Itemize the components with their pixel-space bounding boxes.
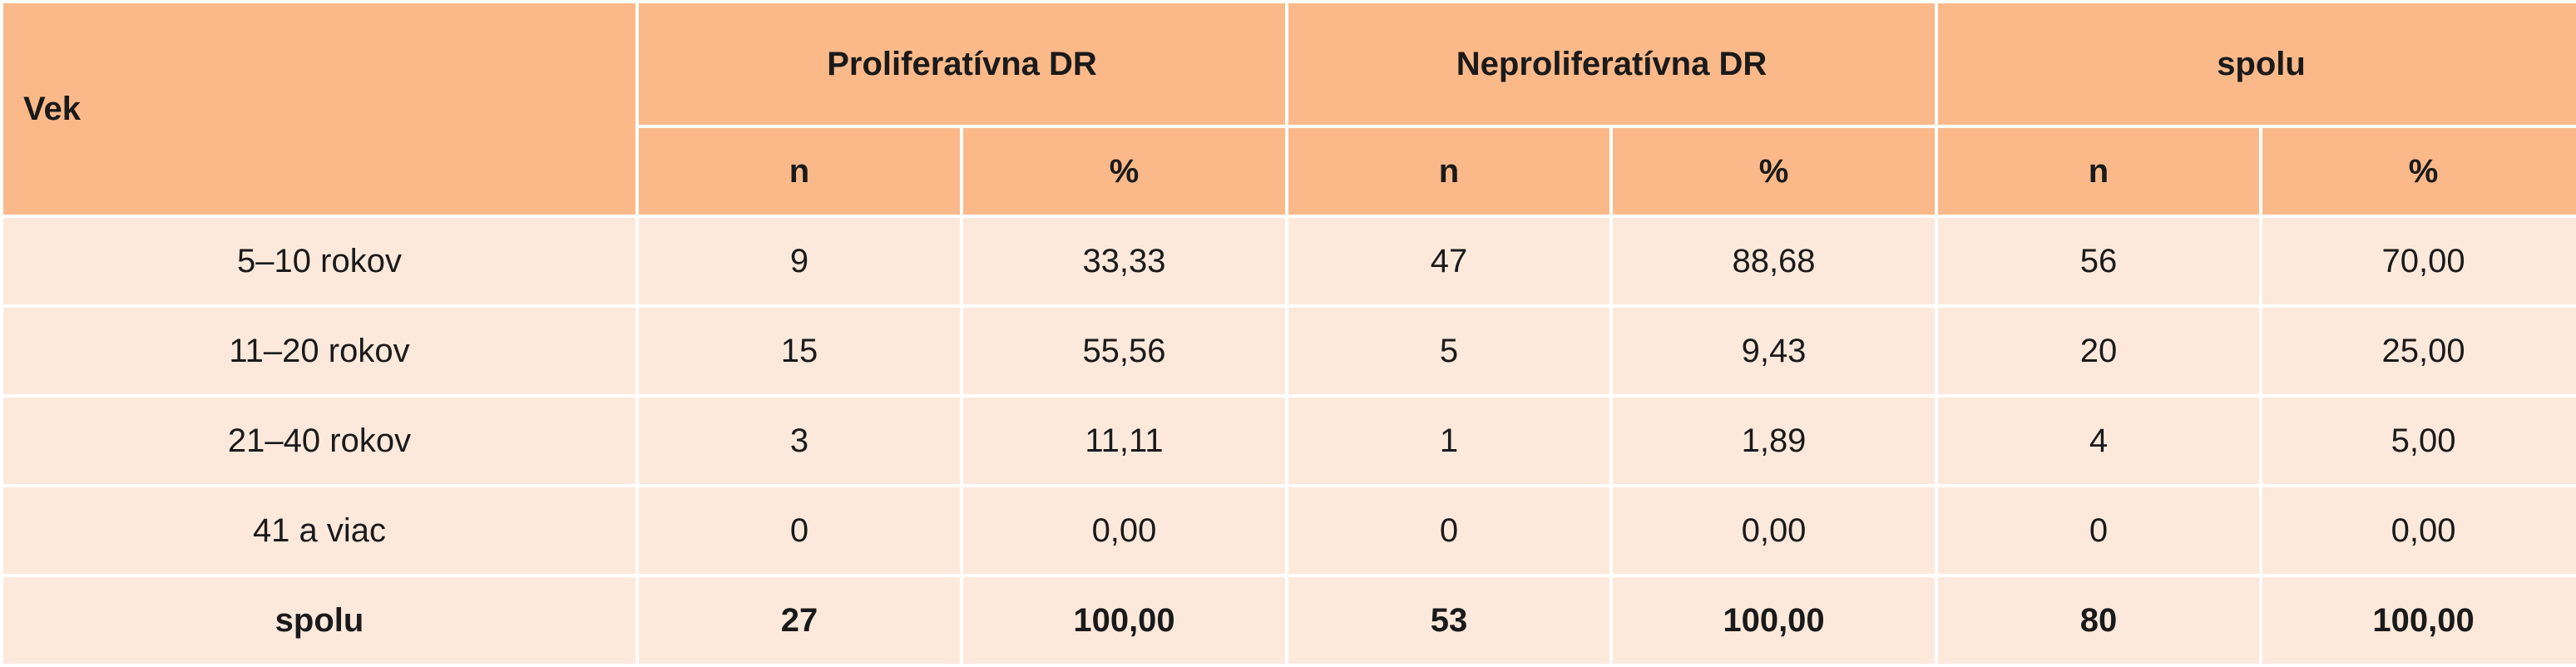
subheader-percent: % (1609, 125, 1939, 218)
subheader-n: n (1285, 125, 1613, 218)
subheader-percent: % (2259, 125, 2576, 218)
row-label: 21–40 rokov (0, 394, 639, 487)
header-group-nonproliferative: Neproliferatívna DR (1284, 0, 1939, 128)
subheader-n: n (635, 125, 963, 218)
cell: 9 (635, 215, 963, 308)
cell: 0,00 (1609, 484, 1939, 577)
table-row: 11–20 rokov 15 55,56 5 9,43 20 25,00 (0, 304, 2576, 398)
table-row: 21–40 rokov 3 11,11 1 1,89 4 5,00 (0, 394, 2576, 487)
subheader-percent: % (960, 125, 1288, 218)
header-group-total: spolu (1935, 0, 2576, 128)
total-cell: 100,00 (2259, 574, 2576, 667)
total-cell: 100,00 (960, 574, 1288, 667)
cell: 9,43 (1609, 304, 1939, 398)
cell: 1,89 (1609, 394, 1939, 487)
cell: 88,68 (1609, 215, 1939, 308)
row-label: 5–10 rokov (0, 215, 639, 308)
cell: 5 (1285, 304, 1613, 398)
cell: 0,00 (960, 484, 1288, 577)
header-group-proliferative: Proliferatívna DR (635, 0, 1288, 128)
cell: 70,00 (2259, 215, 2576, 308)
cell: 25,00 (2259, 304, 2576, 398)
total-cell: 27 (635, 574, 963, 667)
cell: 15 (635, 304, 963, 398)
row-label: spolu (0, 574, 639, 667)
total-row: spolu 27 100,00 53 100,00 80 100,00 (0, 574, 2576, 667)
cell: 56 (1935, 215, 2263, 308)
total-cell: 100,00 (1609, 574, 1939, 667)
table-row: 5–10 rokov 9 33,33 47 88,68 56 70,00 (0, 215, 2576, 308)
cell: 20 (1935, 304, 2263, 398)
cell: 5,00 (2259, 394, 2576, 487)
cell: 0 (635, 484, 963, 577)
table-row: 41 a viac 0 0,00 0 0,00 0 0,00 (0, 484, 2576, 577)
cell: 3 (635, 394, 963, 487)
row-label: 41 a viac (0, 484, 639, 577)
cell: 11,11 (960, 394, 1288, 487)
total-cell: 80 (1935, 574, 2263, 667)
row-label: 11–20 rokov (0, 304, 639, 398)
cell: 33,33 (960, 215, 1288, 308)
total-cell: 53 (1285, 574, 1613, 667)
cell: 1 (1285, 394, 1613, 487)
subheader-n: n (1935, 125, 2263, 218)
cell: 4 (1935, 394, 2263, 487)
header-vek: Vek (0, 0, 639, 218)
cell: 47 (1285, 215, 1613, 308)
cell: 0,00 (2259, 484, 2576, 577)
cell: 0 (1935, 484, 2263, 577)
cell: 0 (1285, 484, 1613, 577)
cell: 55,56 (960, 304, 1288, 398)
